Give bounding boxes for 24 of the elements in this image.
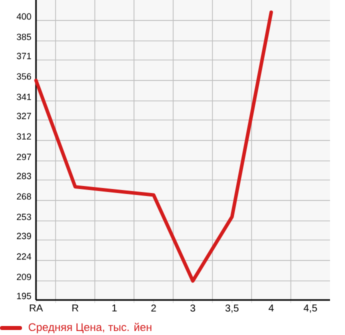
x-tick-label: 3,5 <box>225 304 239 313</box>
x-tick-label: 2 <box>151 304 156 312</box>
x-tick-label: 3 <box>190 304 196 312</box>
x-tick-label: RA <box>30 304 43 312</box>
x-tick-label: R <box>72 304 78 312</box>
y-tick-label: 385 <box>16 34 32 40</box>
legend-label: Средняя Цена, тыс. йен <box>28 322 152 334</box>
x-tick-label: 1 <box>112 304 117 312</box>
y-tick-label: 341 <box>16 94 32 100</box>
y-tick-label: 297 <box>16 154 32 160</box>
y-tick-label: 400 <box>16 13 32 20</box>
y-tick-label: 268 <box>16 193 32 200</box>
x-tick-label: 4 <box>268 304 274 312</box>
y-tick-label: 312 <box>16 133 32 140</box>
y-tick-label: 209 <box>16 274 32 280</box>
y-tick-label: 327 <box>16 112 32 120</box>
y-tick-label: 224 <box>16 253 32 260</box>
y-tick-label: 195 <box>17 292 32 300</box>
x-tick-label: 4,5 <box>304 304 317 313</box>
y-tick-label: 253 <box>16 214 32 220</box>
y-tick-label: 283 <box>16 172 32 180</box>
y-tick-label: 239 <box>16 232 32 240</box>
y-tick-label: 356 <box>16 73 32 80</box>
y-tick-label: 371 <box>16 52 32 60</box>
